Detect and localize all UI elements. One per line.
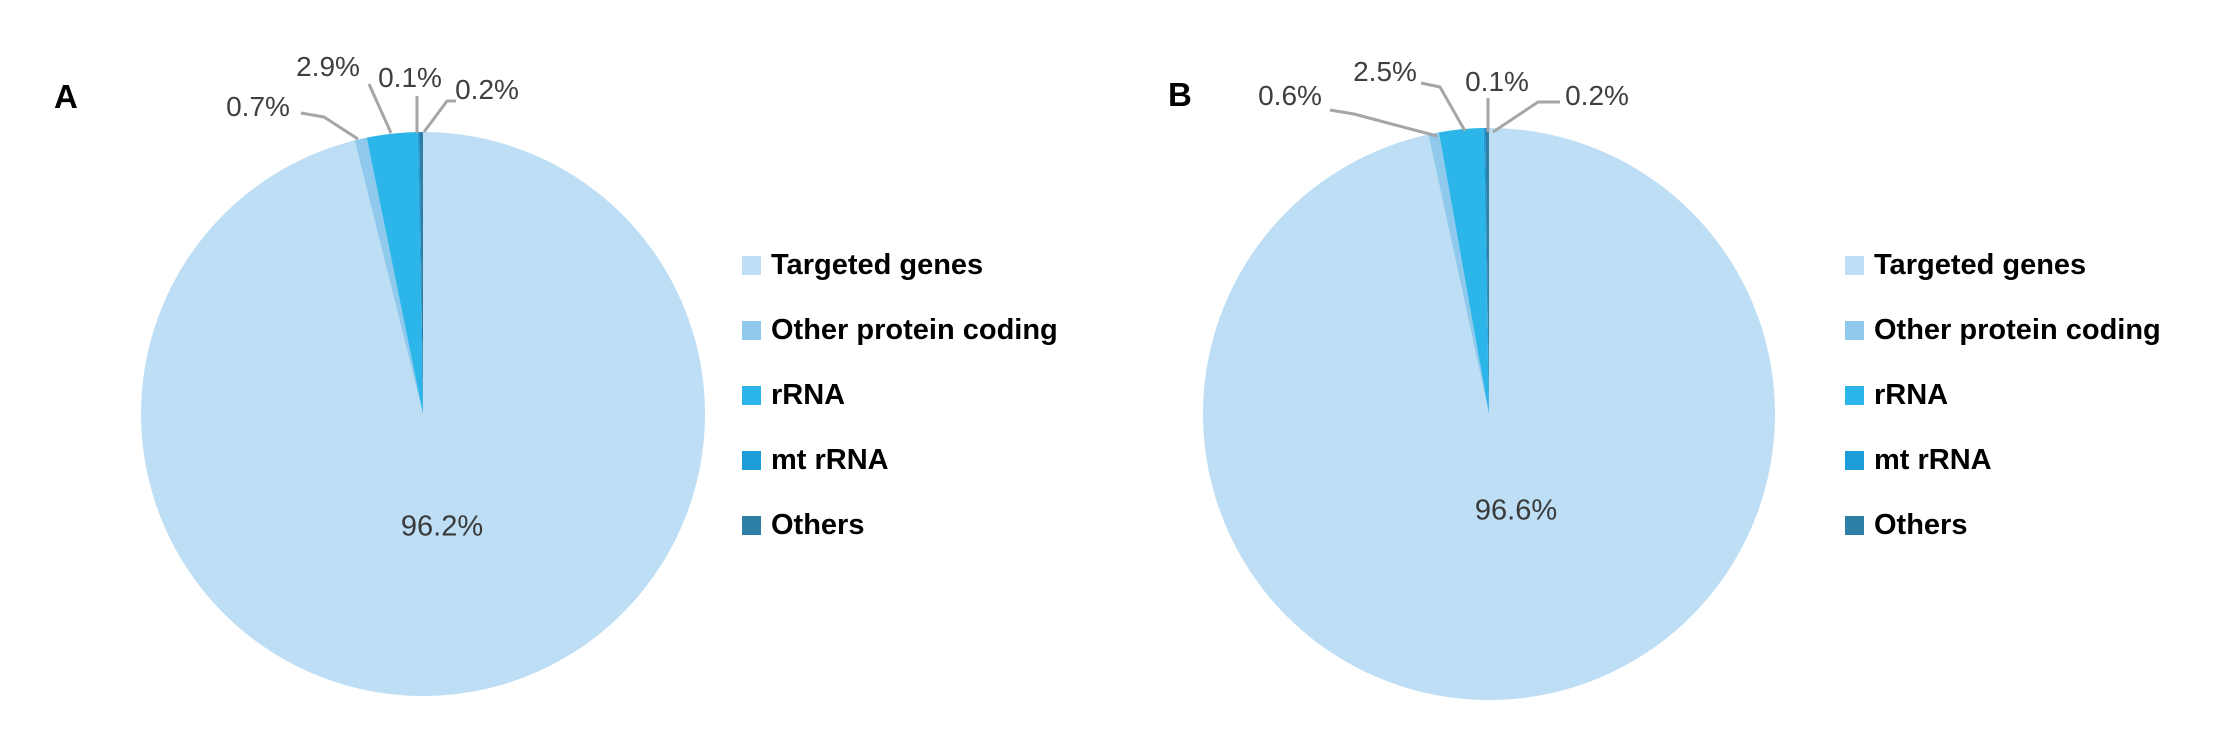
legend-item-targeted-genes: Targeted genes xyxy=(1845,233,2161,298)
legend-item-mt-rrna: mt rRNA xyxy=(742,428,1058,493)
legend-item-others: Others xyxy=(1845,493,2161,558)
legend-label-targeted-genes: Targeted genes xyxy=(771,249,984,281)
legend-a: Targeted genes Other protein coding rRNA… xyxy=(742,233,1058,558)
legend-swatch-targeted-genes xyxy=(1845,256,1864,275)
legend-item-others: Others xyxy=(742,493,1058,558)
legend-swatch-rrna xyxy=(1845,386,1864,405)
leader-line-a-rrna xyxy=(367,83,393,134)
pie-slice-targeted-genes xyxy=(1203,128,1776,700)
leader-line-b-other-protein-coding xyxy=(1329,108,1438,138)
legend-label-others: Others xyxy=(771,509,865,541)
label-b-mt-rrna: 0.1% xyxy=(1465,66,1529,97)
legend-label-other-protein-coding: Other protein coding xyxy=(771,314,1058,346)
panel-label-b: B xyxy=(1168,76,1192,113)
legend-item-other-protein-coding: Other protein coding xyxy=(1845,298,2161,363)
label-a-other-protein-coding: 0.7% xyxy=(226,91,290,122)
legend-label-rrna: rRNA xyxy=(771,379,846,411)
pie-slice-others xyxy=(419,132,423,414)
legend-b: Targeted genes Other protein coding rRNA… xyxy=(1845,233,2161,558)
pie-slice-mt-rrna xyxy=(1483,128,1489,414)
legend-item-mt-rrna: mt rRNA xyxy=(1845,428,2161,493)
label-b-other-protein-coding: 0.6% xyxy=(1258,80,1322,111)
label-a-mt-rrna: 0.1% xyxy=(378,62,442,93)
leader-line-b-others xyxy=(1492,100,1560,134)
pie-slice-other-protein-coding xyxy=(1428,132,1489,414)
leader-line-a-others xyxy=(422,99,456,133)
pie-slice-other-protein-coding xyxy=(354,137,423,415)
legend-label-others: Others xyxy=(1874,509,1968,541)
legend-label-targeted-genes: Targeted genes xyxy=(1874,249,2087,281)
label-b-rrna: 2.5% xyxy=(1353,56,1417,87)
pie-chart-b xyxy=(1203,128,1776,700)
legend-swatch-others xyxy=(742,516,761,535)
leader-line-a-other-protein-coding xyxy=(300,111,359,141)
legend-swatch-mt-rrna xyxy=(742,451,761,470)
panel-label-a: A xyxy=(54,78,78,115)
label-a-rrna: 2.9% xyxy=(296,51,360,82)
legend-label-mt-rrna: mt rRNA xyxy=(771,444,889,476)
legend-swatch-other-protein-coding xyxy=(1845,321,1864,340)
legend-item-rrna: rRNA xyxy=(1845,363,2161,428)
legend-item-targeted-genes: Targeted genes xyxy=(742,233,1058,298)
leader-line-b-rrna xyxy=(1420,81,1467,132)
legend-label-mt-rrna: mt rRNA xyxy=(1874,444,1992,476)
legend-swatch-targeted-genes xyxy=(742,256,761,275)
legend-swatch-rrna xyxy=(742,386,761,405)
legend-swatch-other-protein-coding xyxy=(742,321,761,340)
pie-chart-a xyxy=(140,132,705,696)
pie-slice-others xyxy=(1485,128,1489,414)
legend-label-rrna: rRNA xyxy=(1874,379,1949,411)
legend-item-rrna: rRNA xyxy=(742,363,1058,428)
legend-item-other-protein-coding: Other protein coding xyxy=(742,298,1058,363)
legend-label-other-protein-coding: Other protein coding xyxy=(1874,314,2161,346)
legend-swatch-others xyxy=(1845,516,1864,535)
pie-slice-rrna xyxy=(366,132,423,415)
label-b-others: 0.2% xyxy=(1565,80,1629,111)
label-a-others: 0.2% xyxy=(455,74,519,105)
legend-swatch-mt-rrna xyxy=(1845,451,1864,470)
pie-slice-rrna xyxy=(1438,128,1489,414)
label-b-targeted-genes: 96.6% xyxy=(1474,494,1558,527)
pie-slice-mt-rrna xyxy=(417,132,423,414)
label-a-targeted-genes: 96.2% xyxy=(400,510,484,543)
